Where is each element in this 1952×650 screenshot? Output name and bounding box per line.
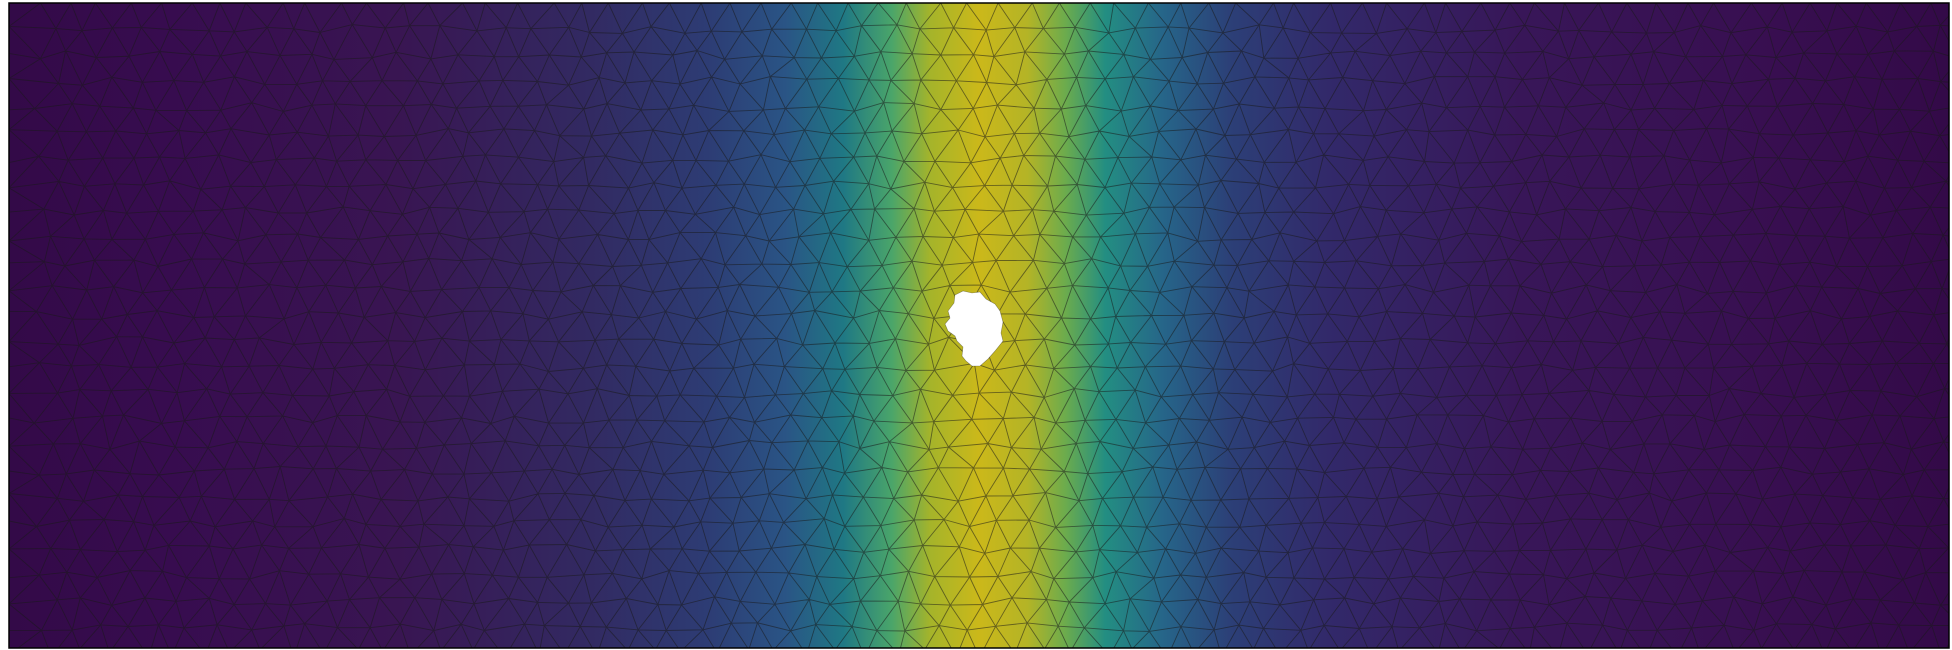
hole [944,290,1004,367]
mesh-triangles [9,3,1949,648]
plot-border [8,2,1950,649]
mesh-edges [9,3,1949,648]
